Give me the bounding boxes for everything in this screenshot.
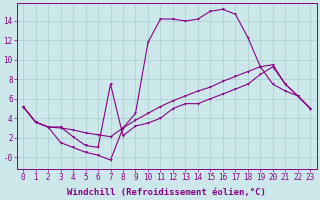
X-axis label: Windchill (Refroidissement éolien,°C): Windchill (Refroidissement éolien,°C)	[67, 188, 266, 197]
